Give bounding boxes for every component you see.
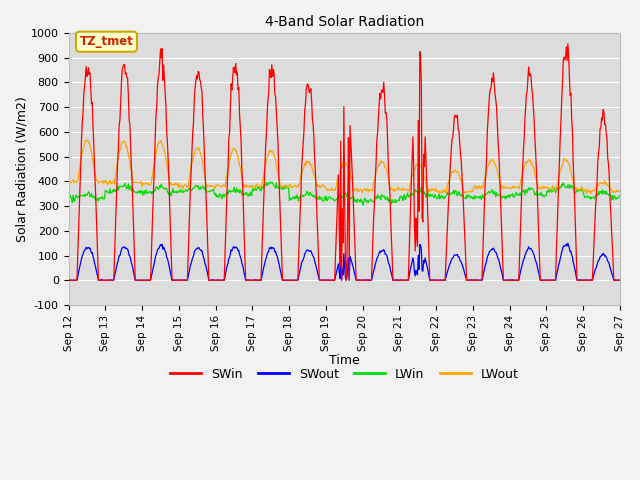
Text: TZ_tmet: TZ_tmet [79,35,133,48]
Title: 4-Band Solar Radiation: 4-Band Solar Radiation [264,15,424,29]
Y-axis label: Solar Radiation (W/m2): Solar Radiation (W/m2) [15,96,28,242]
X-axis label: Time: Time [329,354,360,367]
Legend: SWin, SWout, LWin, LWout: SWin, SWout, LWin, LWout [165,363,524,386]
